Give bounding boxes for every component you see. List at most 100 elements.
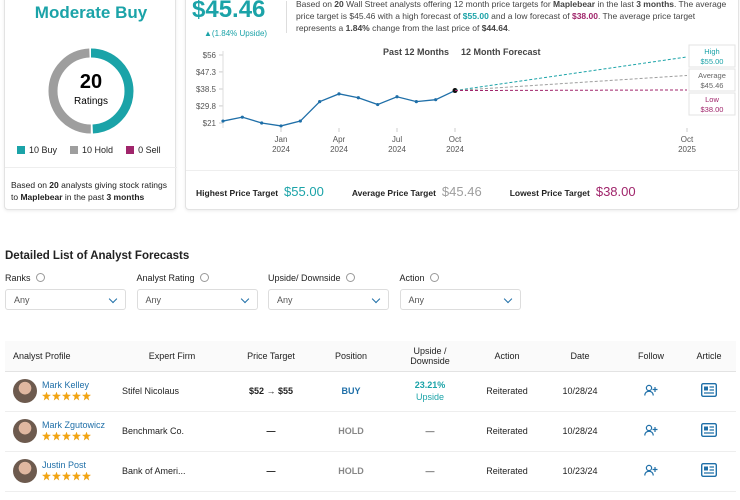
date: 10/23/24 [540, 451, 620, 492]
donut-segment [48, 48, 134, 134]
star [72, 391, 81, 401]
article-cell [682, 371, 736, 412]
forecast-box [688, 92, 736, 116]
total: 20 [80, 71, 102, 93]
dropdown[interactable]: Any [5, 289, 126, 310]
follow-cell [620, 411, 682, 452]
analyst: Mark Kelley [13, 379, 114, 403]
legend-item: 0 Sell [126, 145, 161, 155]
text-segment: in the last [595, 0, 637, 9]
divider [286, 1, 287, 33]
text-segment: $55.00 [462, 11, 489, 21]
price-point [221, 119, 225, 123]
info-icon [199, 273, 209, 282]
upside: ▲(1.84% Upside) [204, 29, 268, 38]
article-cell [682, 451, 736, 492]
follow-cell [620, 451, 682, 492]
dropdown[interactable]: Any [399, 289, 521, 310]
follow-icon[interactable] [644, 384, 658, 396]
analyst-info: Mark Zgutowicz [42, 420, 105, 443]
star [52, 391, 61, 401]
column-header: Price Target [226, 341, 316, 372]
article-icon[interactable] [700, 462, 718, 478]
column-header: Upside / Downside [386, 341, 474, 372]
forecast-value: $45.46 [701, 81, 724, 90]
star [62, 431, 71, 441]
follow-icon[interactable] [644, 464, 658, 476]
column-header: Date [540, 341, 620, 372]
filter-label: Action [400, 273, 439, 283]
analyst: Mark Zgutowicz [13, 419, 114, 443]
price-point [260, 121, 264, 125]
consensus-card: Moderate Buy 20 Ratings 10 Buy 10 Hold 0 S… [4, 0, 177, 210]
analyst-cell: Justin Post [5, 451, 118, 492]
summary-label: Lowest Price Target [509, 188, 590, 198]
text-segment: Wall Street analysts offering 12 month p… [343, 0, 554, 9]
text-segment: 20 [334, 0, 344, 9]
column-header: Action [474, 341, 540, 372]
column-header: Analyst Profile [5, 341, 118, 372]
price-target: — [226, 411, 316, 452]
follow-icon[interactable] [644, 424, 658, 436]
star [62, 471, 71, 481]
forecast-title: 12 Month Forecast [461, 47, 541, 57]
dropdown[interactable]: Any [268, 289, 389, 310]
analyst-name[interactable]: Mark Zgutowicz [42, 419, 106, 430]
text-segment: . The average price target represents a [296, 11, 696, 33]
text-segment: analysts giving stock ratings to [11, 180, 167, 202]
x-tick-label: Jan 2024 [272, 135, 290, 154]
legend: 10 Buy 10 Hold 0 Sell [17, 145, 172, 155]
upside-note: Upside [415, 392, 444, 402]
info-icon [429, 273, 439, 282]
text-segment: Based on [11, 180, 50, 190]
price-line [222, 89, 456, 127]
text-segment: $44.64 [481, 23, 508, 33]
star [62, 391, 71, 401]
action: Reiterated [474, 411, 540, 452]
summary-value: $45.46 [441, 184, 482, 199]
star [82, 391, 91, 401]
y-tick-label: $38.5 [196, 85, 217, 94]
column-header: Position [316, 341, 386, 372]
price-point [414, 100, 418, 104]
upside-cell: 23.21% Upside [386, 371, 474, 412]
text-segment: . The average price target is $45.46 wit… [296, 0, 727, 21]
text-segment: and a low forecast of [488, 11, 572, 21]
star [42, 391, 51, 401]
action: Reiterated [474, 371, 540, 412]
forecast-line [454, 89, 688, 92]
article-icon[interactable] [700, 422, 718, 438]
article-icon[interactable] [700, 382, 718, 398]
firm: Benchmark Co. [118, 411, 226, 452]
star [72, 471, 81, 481]
text-segment: Maplebear [20, 192, 63, 202]
x-tick-label: Oct 2025 [678, 135, 696, 154]
stars [42, 471, 92, 483]
forecast-box [688, 44, 736, 68]
y-tick-label: $21 [203, 119, 217, 128]
dropdown[interactable]: Any [136, 289, 258, 310]
analyst-name[interactable]: Mark Kelley [42, 379, 90, 390]
filter-label: Ranks [5, 273, 45, 283]
star [42, 471, 51, 481]
column-header: Follow [620, 341, 682, 372]
legend-swatch [17, 146, 25, 154]
upside-cell: — [386, 411, 474, 452]
info-icon [345, 273, 355, 282]
legend-swatch [70, 146, 79, 154]
summary: Highest Price Target $55.00 Average Price … [196, 184, 644, 199]
forecast-name: Low [705, 95, 719, 104]
upside: — [425, 466, 435, 476]
summary-label: Highest Price Target [196, 188, 279, 198]
price-point [434, 98, 438, 102]
y-tick-label: $29.8 [196, 102, 217, 111]
divider [5, 167, 177, 168]
forecast-box [688, 68, 736, 92]
stars [42, 431, 105, 443]
action: Reiterated [474, 451, 540, 492]
analyst-name[interactable]: Justin Post [42, 459, 87, 470]
divider [186, 170, 740, 171]
legend-label: 10 Hold [82, 145, 114, 155]
star [42, 431, 51, 441]
